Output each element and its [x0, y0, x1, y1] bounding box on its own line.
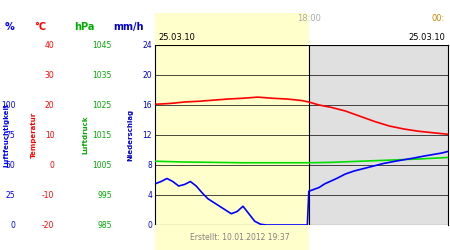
- Text: 0: 0: [147, 220, 152, 230]
- Text: 0: 0: [11, 220, 15, 230]
- Text: 25.03.10: 25.03.10: [158, 33, 195, 42]
- Bar: [309, 45, 448, 225]
- Bar: [155, 225, 309, 250]
- Text: 18:00: 18:00: [297, 14, 321, 23]
- Text: Niederschlag: Niederschlag: [127, 109, 133, 161]
- Text: Luftdruck: Luftdruck: [82, 116, 88, 154]
- Text: 1035: 1035: [92, 70, 112, 80]
- Text: Erstellt: 10.01.2012 19:37: Erstellt: 10.01.2012 19:37: [190, 233, 290, 242]
- Text: 00:: 00:: [432, 14, 445, 23]
- Text: 1015: 1015: [93, 130, 112, 140]
- Text: 50: 50: [6, 160, 15, 170]
- Text: 1005: 1005: [92, 160, 112, 170]
- Text: mm/h: mm/h: [113, 22, 144, 32]
- Text: 25.03.10: 25.03.10: [408, 33, 445, 42]
- Text: 25: 25: [6, 190, 15, 200]
- Text: 1025: 1025: [93, 100, 112, 110]
- Text: 40: 40: [45, 40, 54, 50]
- Text: Luftfeuchtigkeit: Luftfeuchtigkeit: [3, 103, 9, 167]
- Bar: [155, 45, 309, 225]
- Text: °C: °C: [34, 22, 46, 32]
- Text: 12: 12: [143, 130, 152, 140]
- Bar: [155, 12, 309, 45]
- Text: -10: -10: [42, 190, 54, 200]
- Text: 20: 20: [143, 70, 152, 80]
- Text: 8: 8: [148, 160, 152, 170]
- Text: 985: 985: [97, 220, 112, 230]
- Text: Temperatur: Temperatur: [31, 112, 37, 158]
- Text: 0: 0: [50, 160, 54, 170]
- Text: 10: 10: [45, 130, 54, 140]
- Text: 75: 75: [6, 130, 15, 140]
- Text: 1045: 1045: [92, 40, 112, 50]
- Text: 4: 4: [147, 190, 152, 200]
- Text: 30: 30: [45, 70, 54, 80]
- Text: 20: 20: [45, 100, 54, 110]
- Text: -20: -20: [42, 220, 54, 230]
- Bar: [309, 12, 448, 45]
- Text: 100: 100: [1, 100, 15, 110]
- Text: 16: 16: [143, 100, 152, 110]
- Text: 995: 995: [97, 190, 112, 200]
- Text: 24: 24: [143, 40, 152, 50]
- Text: hPa: hPa: [75, 22, 95, 32]
- Text: %: %: [4, 22, 14, 32]
- Bar: [309, 225, 448, 250]
